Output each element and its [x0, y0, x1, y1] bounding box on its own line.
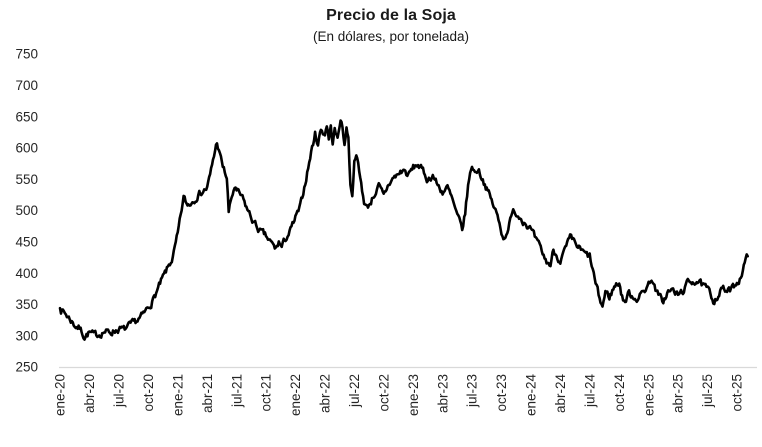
y-tick-label: 750 — [15, 47, 38, 62]
price-line-series — [58, 119, 749, 341]
chart-subtitle: (En dólares, por tonelada) — [312, 29, 470, 44]
x-tick-label: jul-23 — [465, 374, 480, 408]
x-tick-label: abr-20 — [82, 374, 97, 413]
x-tick-label: ene-20 — [53, 374, 68, 416]
x-tick-label: abr-25 — [671, 374, 686, 413]
x-tick-label: ene-25 — [641, 374, 656, 416]
chart-title: Precio de la Soja — [326, 7, 456, 24]
x-tick-label: abr-21 — [200, 374, 215, 413]
x-tick-label: abr-23 — [435, 374, 450, 413]
x-tick-label: ene-23 — [406, 374, 421, 416]
y-tick-label: 400 — [15, 266, 38, 281]
x-tick-label: oct-25 — [730, 374, 745, 412]
y-tick-label: 650 — [15, 109, 38, 124]
x-tick-label: oct-21 — [259, 374, 274, 412]
y-tick-label: 350 — [15, 297, 38, 312]
y-tick-label: 550 — [15, 172, 38, 187]
x-tick-label: ene-24 — [524, 374, 539, 417]
x-tick-label: jul-20 — [112, 374, 127, 408]
y-tick-label: 500 — [15, 203, 38, 218]
x-tick-label: oct-23 — [494, 374, 509, 412]
y-tick-label: 300 — [15, 328, 38, 343]
x-tick-label: ene-21 — [170, 374, 185, 416]
y-tick-label: 700 — [15, 78, 38, 93]
y-tick-label: 600 — [15, 141, 38, 156]
x-tick-label: oct-22 — [376, 374, 391, 412]
y-tick-label: 450 — [15, 235, 38, 250]
y-tick-label: 250 — [15, 360, 38, 375]
x-tick-label: jul-25 — [700, 374, 715, 408]
x-tick-label: oct-24 — [612, 374, 627, 412]
x-tick-label: jul-24 — [582, 374, 597, 409]
x-tick-label: abr-22 — [318, 374, 333, 413]
x-tick-label: abr-24 — [553, 374, 568, 414]
x-tick-label: oct-20 — [141, 374, 156, 412]
x-tick-label: jul-22 — [347, 374, 362, 408]
x-tick-label: ene-22 — [288, 374, 303, 416]
x-tick-label: jul-21 — [229, 374, 244, 408]
